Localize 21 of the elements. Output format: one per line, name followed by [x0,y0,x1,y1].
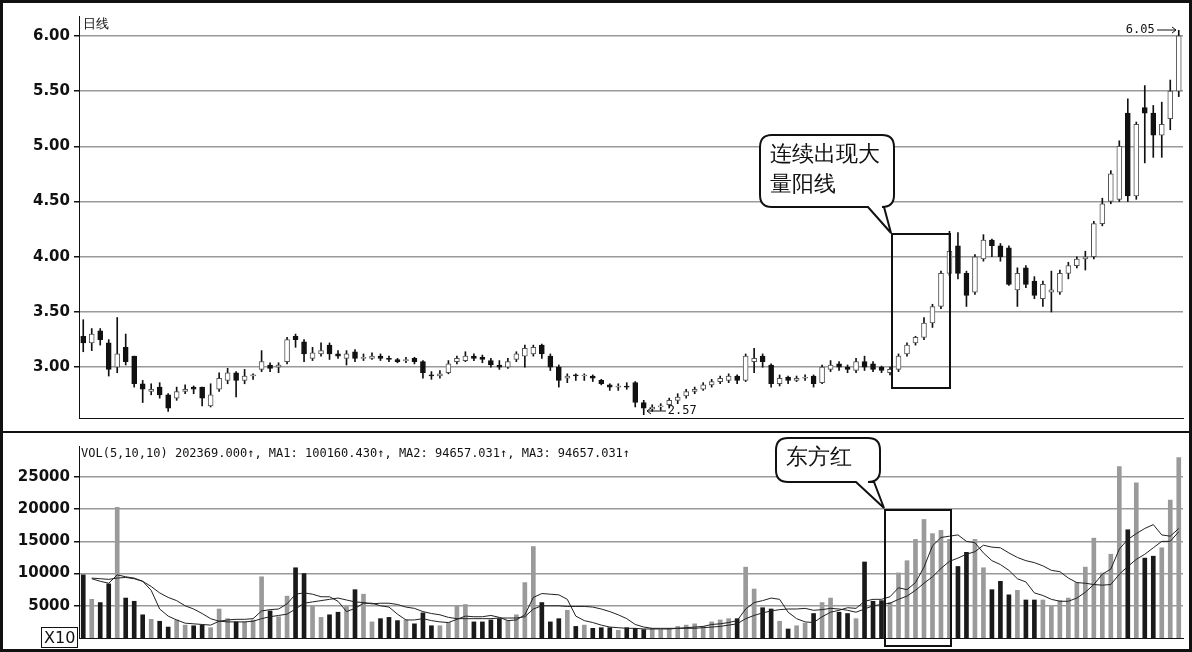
y-tick-label: 5.50 [32,80,70,99]
speech-bubble: 连续出现大量阳线 [758,133,895,235]
y-tick-label: 10000 [17,563,70,582]
y-tick-label: 4.00 [32,246,70,265]
speech-bubble: 东方红 [774,436,886,510]
y-tick-label: 25000 [17,466,70,485]
y-tick-label: 6.00 [32,25,70,44]
annotation: 2.57 [667,402,697,417]
y-tick-label: 5.00 [32,136,70,155]
y-tick-label: 3.00 [32,357,70,376]
chart-subtitle: VOL(5,10,10) 202369.000↑, MA1: 100160.430↑, MA2: 94657.031↑, MA3: 94657.031↑ [81,446,631,461]
text: X10 [41,627,79,648]
y-tick-label: 15000 [17,531,70,550]
annotation: 6.05 [1125,22,1155,37]
annotation: 连续出现大量阳线 [770,140,881,198]
y-tick-label: 20000 [17,499,70,518]
y-tick-label: 4.50 [32,191,70,210]
annotation: 东方红 [786,443,853,471]
y-tick-label: 3.50 [32,301,70,320]
chart-title: 日线 [83,15,109,31]
y-tick-label: 5000 [28,595,70,614]
